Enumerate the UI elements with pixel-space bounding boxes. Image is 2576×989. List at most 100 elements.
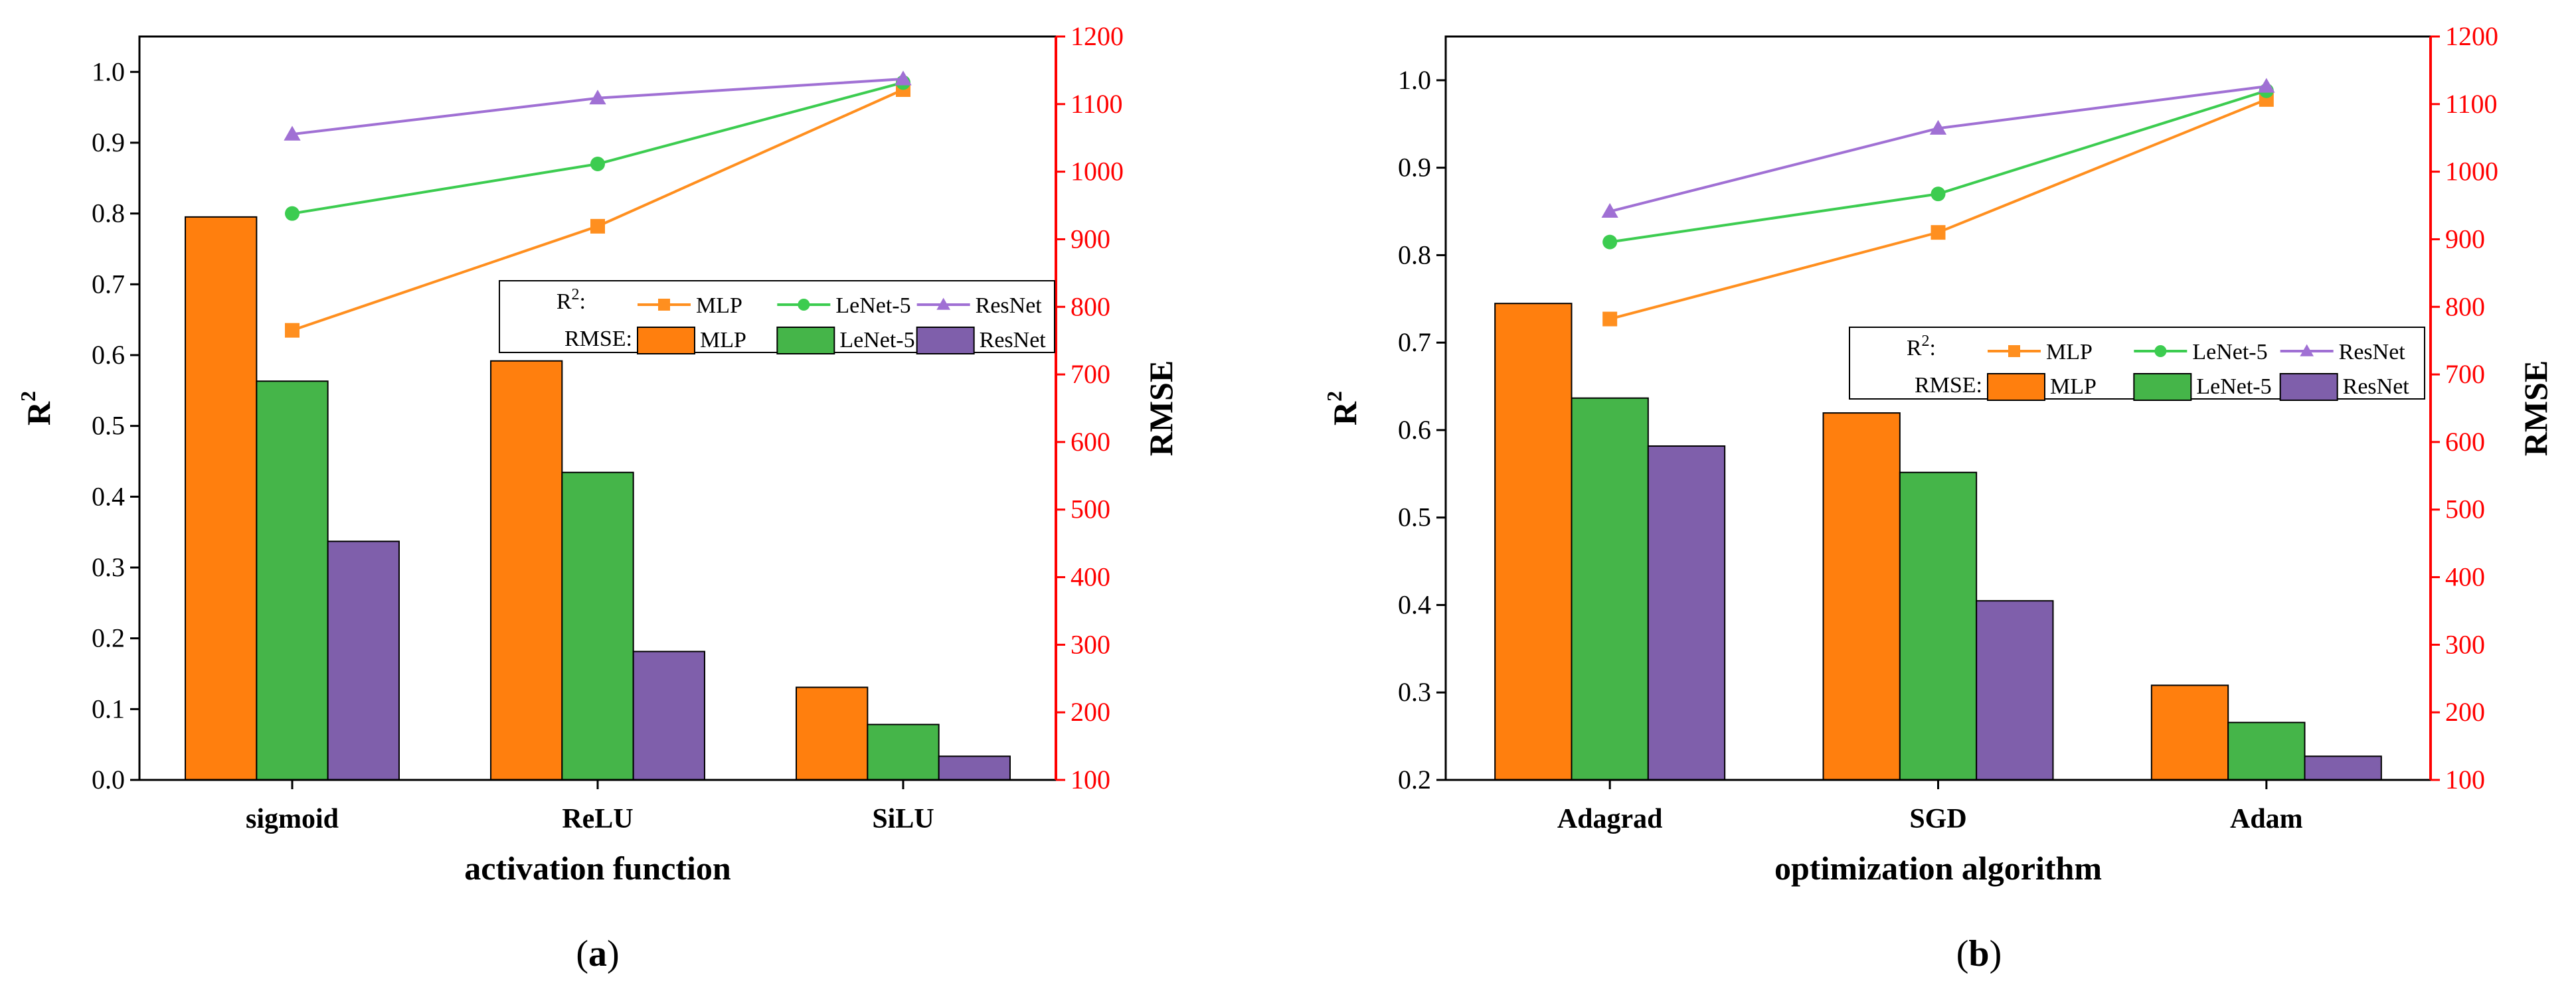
legend-swatch-lenet-5 [2133,373,2192,401]
left-tick-label: 1.0 [92,56,125,86]
right-tick-label: 1000 [2445,157,2498,187]
left-tick-label: 0.1 [92,694,125,723]
chart-panel-b: 0.2 0.3 0.4 0.5 0.6 0.7 0.8 0.9 1.0 100 200 300 400 5… [1322,21,2554,974]
x-tick-label: Adam [2230,804,2303,834]
panel-caption: (a) [576,933,619,974]
bar-rmse-resnet-sgd [1976,600,2054,781]
right-tick-label: 1200 [2445,21,2498,51]
right-tick-label: 700 [1071,359,1110,389]
chart-panel-a: 0.0 0.1 0.2 0.3 0.4 0.5 0.6 0.7 0.8 0.9 1.0 100 200 3… [16,21,1179,974]
legend-swatch-mlp [637,327,695,354]
y-axis-title-right: RMSE [2517,360,2554,456]
right-tick-label: 1100 [1071,89,1123,119]
legend-rmse-label: RMSE: [1915,373,1982,398]
point-r2-resnet-sgd [1929,119,1947,135]
legend-entry-rmse: ResNet [980,328,1047,352]
bar-rmse-mlp-adagrad [1494,303,1573,781]
right-tick-label: 900 [1071,224,1110,254]
left-tick-label: 0.6 [1398,415,1431,445]
y-axis-title-left-main: R [1326,401,1363,425]
bar-rmse-lenet-5-sgd [1899,471,1978,781]
bar-rmse-mlp-adam [2150,684,2229,781]
legend-entry-rmse: LeNet-5 [2196,374,2271,399]
right-tick-label: 100 [1071,765,1110,795]
legend-marker-lenet-5 [798,299,810,311]
legend-marker-resnet [2300,344,2314,356]
legend-entry-r2: LeNet-5 [2192,340,2267,364]
point-r2-resnet-sigmoid [284,125,301,141]
left-tick-label: 0.5 [92,411,125,441]
left-tick-label: 0.4 [1398,589,1431,619]
right-tick-label: 300 [2445,629,2485,659]
legend-r2-colon: : [580,289,586,314]
bar-rmse-mlp-relu [490,360,563,781]
right-tick-label: 300 [1071,629,1110,659]
y-axis-title-left: R2 [16,391,57,425]
x-axis-title: optimization algorithm [1774,850,2102,887]
legend-swatch-resnet [916,327,975,354]
legend: R2: RMSE: MLP MLP LeNet-5 LeNet-5 ResNet ResNet [499,280,1055,354]
legend-entry-r2: MLP [696,293,742,318]
bar-rmse-lenet-5-adam [2227,722,2306,781]
y-axis-title-left: R2 [1322,391,1363,425]
left-tick-label: 0.8 [92,198,125,228]
line-r2-lenet-5 [1609,89,2267,244]
bar-rmse-lenet-5-relu [561,471,634,781]
bar-rmse-resnet-relu [632,650,705,781]
left-tick-label: 0.5 [1398,502,1431,532]
legend-marker-lenet-5 [2154,345,2167,357]
legend-marker-mlp [2008,345,2020,357]
legend-entry-r2: ResNet [2339,340,2406,364]
point-r2-lenet-5-sigmoid [285,206,300,221]
legend-swatch-mlp [1987,373,2045,401]
right-tick-label: 200 [2445,697,2485,727]
legend-r2-main: R [557,289,572,314]
x-axis-title: activation function [464,850,731,887]
legend: R2: RMSE: MLP MLP LeNet-5 LeNet-5 ResNet ResNet [1849,327,2425,401]
point-r2-mlp-adagrad [1602,311,1618,327]
caption-close: ) [1990,933,2002,974]
legend-entry-r2: MLP [2046,340,2093,364]
bar-rmse-lenet-5-adagrad [1571,397,1649,781]
point-r2-lenet-5-relu [590,157,605,171]
right-tick-label: 800 [2445,291,2485,321]
x-tick-label: SGD [1909,804,1966,834]
caption-open: ( [576,933,588,974]
caption-letter: b [1968,933,1989,974]
bar-rmse-resnet-adagrad [1647,445,1726,781]
bar-rmse-mlp-sigmoid [185,216,258,781]
right-tick-label: 600 [1071,427,1110,457]
left-tick-label: 0.7 [92,269,125,299]
legend-r2-sup: 2 [1922,333,1930,350]
legend-r2-colon: : [1930,336,1936,360]
x-tick-label: SiLU [872,804,934,834]
left-tick-label: 0.4 [92,481,125,511]
point-r2-mlp-sigmoid [285,323,300,338]
right-tick-label: 1100 [2445,89,2498,119]
legend-r2-label: R2: [1907,333,1936,360]
left-tick-label: 0.7 [1398,327,1431,357]
point-r2-resnet-relu [589,90,606,105]
right-tick-label: 400 [1071,562,1110,592]
legend-swatch-lenet-5 [776,327,835,354]
bar-rmse-resnet-adam [2304,755,2382,781]
left-tick-label: 1.0 [1398,65,1431,95]
caption-open: ( [1956,933,1969,974]
legend-rmse-label: RMSE: [564,327,632,351]
caption-letter: a [588,933,607,974]
y-axis-title-left-sup: 2 [16,391,40,402]
legend-entry-rmse: MLP [700,328,746,352]
point-r2-resnet-adagrad [1601,202,1618,218]
legend-swatch-resnet [2279,373,2338,401]
bar-rmse-mlp-silu [796,686,869,781]
y-axis-title-left-sup: 2 [1322,391,1346,402]
right-tick-label: 500 [1071,495,1110,524]
left-tick-label: 0.9 [1398,153,1431,183]
right-tick-label: 700 [2445,359,2485,389]
left-tick-label: 0.0 [92,765,125,795]
x-tick-label: sigmoid [246,804,339,834]
right-tick-label: 800 [1071,291,1110,321]
bar-rmse-lenet-5-silu [867,723,940,781]
legend-entry-rmse: LeNet-5 [839,328,914,352]
right-tick-label: 400 [2445,562,2485,592]
